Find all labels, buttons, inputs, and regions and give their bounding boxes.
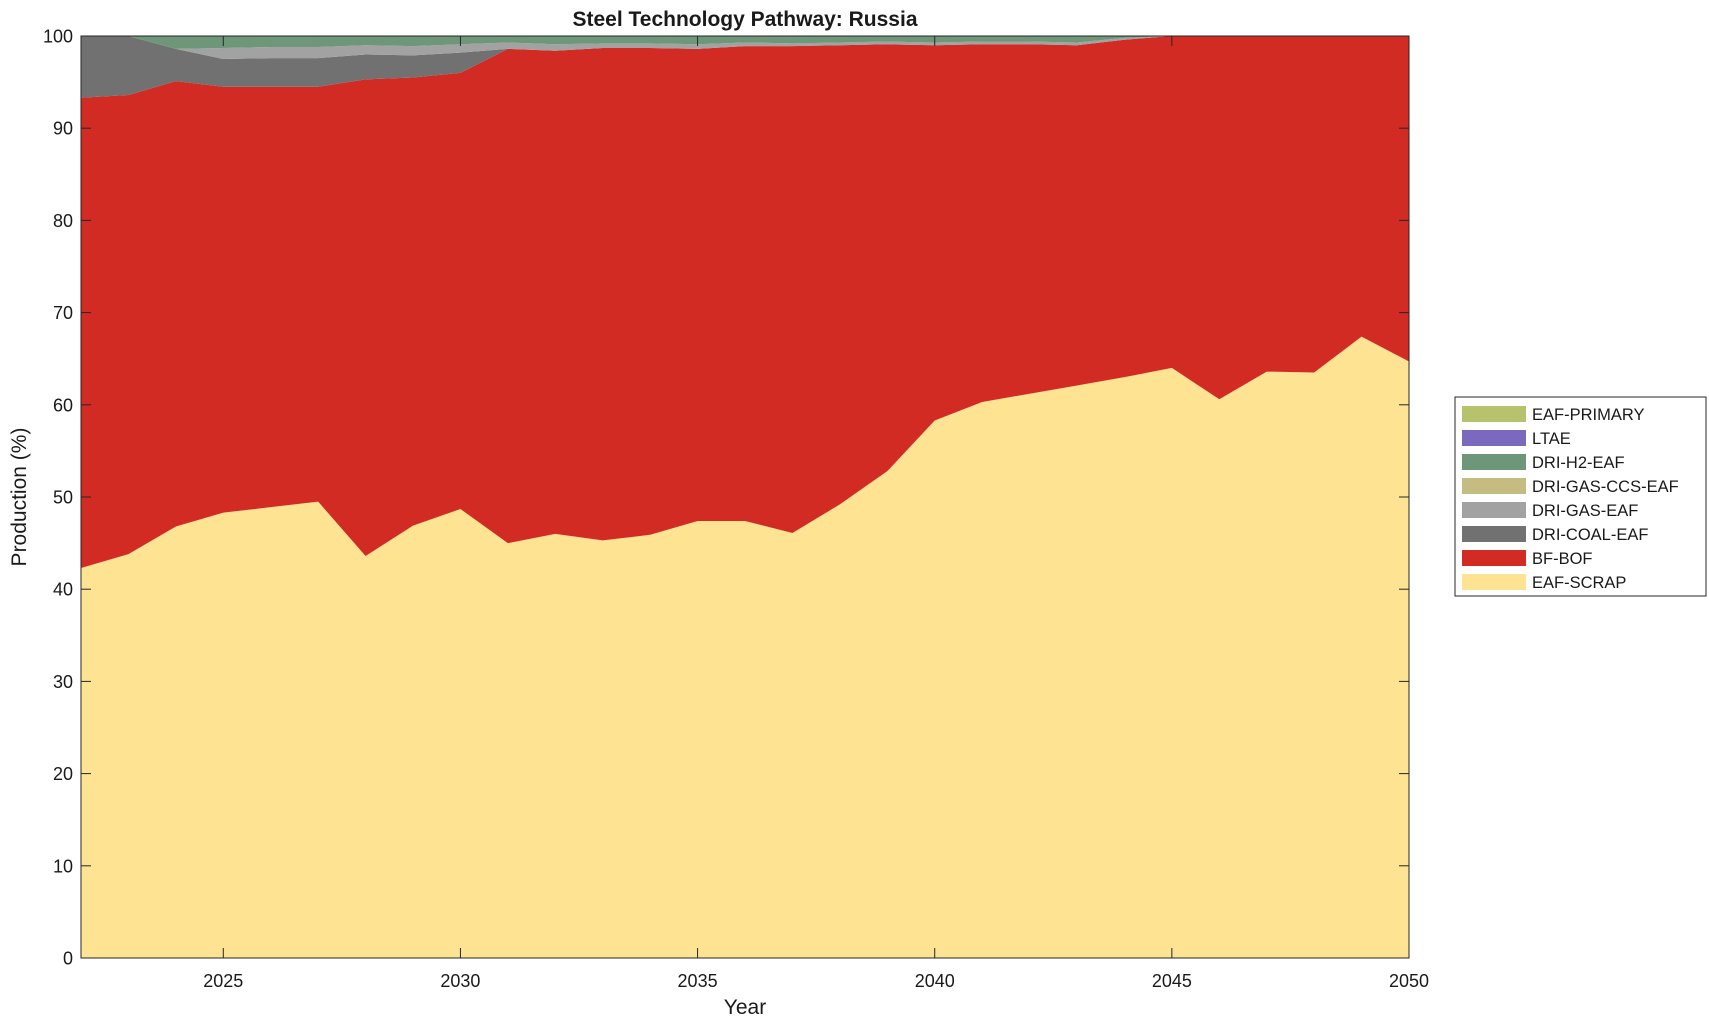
legend-label-ltae: LTAE	[1532, 430, 1571, 448]
area-dri-coal-eaf	[81, 36, 1409, 98]
legend-swatch-dri-h2-eaf	[1462, 454, 1526, 470]
stacked-areas	[81, 36, 1409, 958]
y-tick-label: 40	[53, 580, 73, 600]
x-tick-label: 2030	[440, 971, 480, 991]
chart-title: Steel Technology Pathway: Russia	[572, 8, 917, 31]
legend-swatch-dri-gas-eaf	[1462, 502, 1526, 518]
legend-swatch-ltae	[1462, 430, 1526, 446]
legend-swatch-eaf-scrap	[1462, 574, 1526, 590]
legend-label-dri-coal-eaf: DRI-COAL-EAF	[1532, 526, 1648, 544]
area-bf-bof	[81, 36, 1409, 568]
x-tick-label: 2035	[678, 971, 718, 991]
x-tick-label: 2045	[1152, 971, 1192, 991]
y-tick-label: 60	[53, 395, 73, 415]
legend-label-dri-gas-eaf: DRI-GAS-EAF	[1532, 502, 1638, 520]
x-tick-label: 2025	[203, 971, 243, 991]
y-tick-label: 0	[63, 949, 73, 969]
y-tick-label: 80	[53, 211, 73, 231]
legend-swatch-dri-gas-ccs-eaf	[1462, 478, 1526, 494]
area-eaf-scrap	[81, 336, 1409, 958]
y-tick-label: 70	[53, 303, 73, 323]
x-tick-label: 2040	[915, 971, 955, 991]
legend-label-dri-gas-ccs-eaf: DRI-GAS-CCS-EAF	[1532, 478, 1679, 496]
legend: EAF-PRIMARY LTAE DRI-H2-EAF DRI-GAS-CCS-EAF…	[1454, 396, 1707, 597]
legend-label-dri-h2-eaf: DRI-H2-EAF	[1532, 454, 1625, 472]
y-axis-label: Production (%)	[8, 428, 31, 567]
y-tick-label: 30	[53, 672, 73, 692]
legend-swatch-dri-coal-eaf	[1462, 526, 1526, 542]
y-tick-label: 10	[53, 856, 73, 876]
area-dri-gas-eaf	[81, 36, 1409, 60]
y-tick-label: 100	[43, 27, 73, 47]
legend-label-bf-bof: BF-BOF	[1532, 550, 1593, 568]
legend-label-eaf-scrap: EAF-SCRAP	[1532, 574, 1626, 592]
legend-swatch-bf-bof	[1462, 550, 1526, 566]
axis-ticks: 2025 2030 2035 2040 2045 20500102030405060708…	[43, 27, 1429, 992]
legend-swatch-eaf-primary	[1462, 406, 1526, 422]
x-axis-label: Year	[724, 996, 766, 1019]
y-tick-label: 20	[53, 764, 73, 784]
legend-label-eaf-primary: EAF-PRIMARY	[1532, 406, 1644, 424]
y-tick-label: 50	[53, 488, 73, 508]
x-tick-label: 2050	[1389, 971, 1429, 991]
area-dri-h2-eaf	[81, 36, 1409, 49]
y-tick-label: 90	[53, 119, 73, 139]
